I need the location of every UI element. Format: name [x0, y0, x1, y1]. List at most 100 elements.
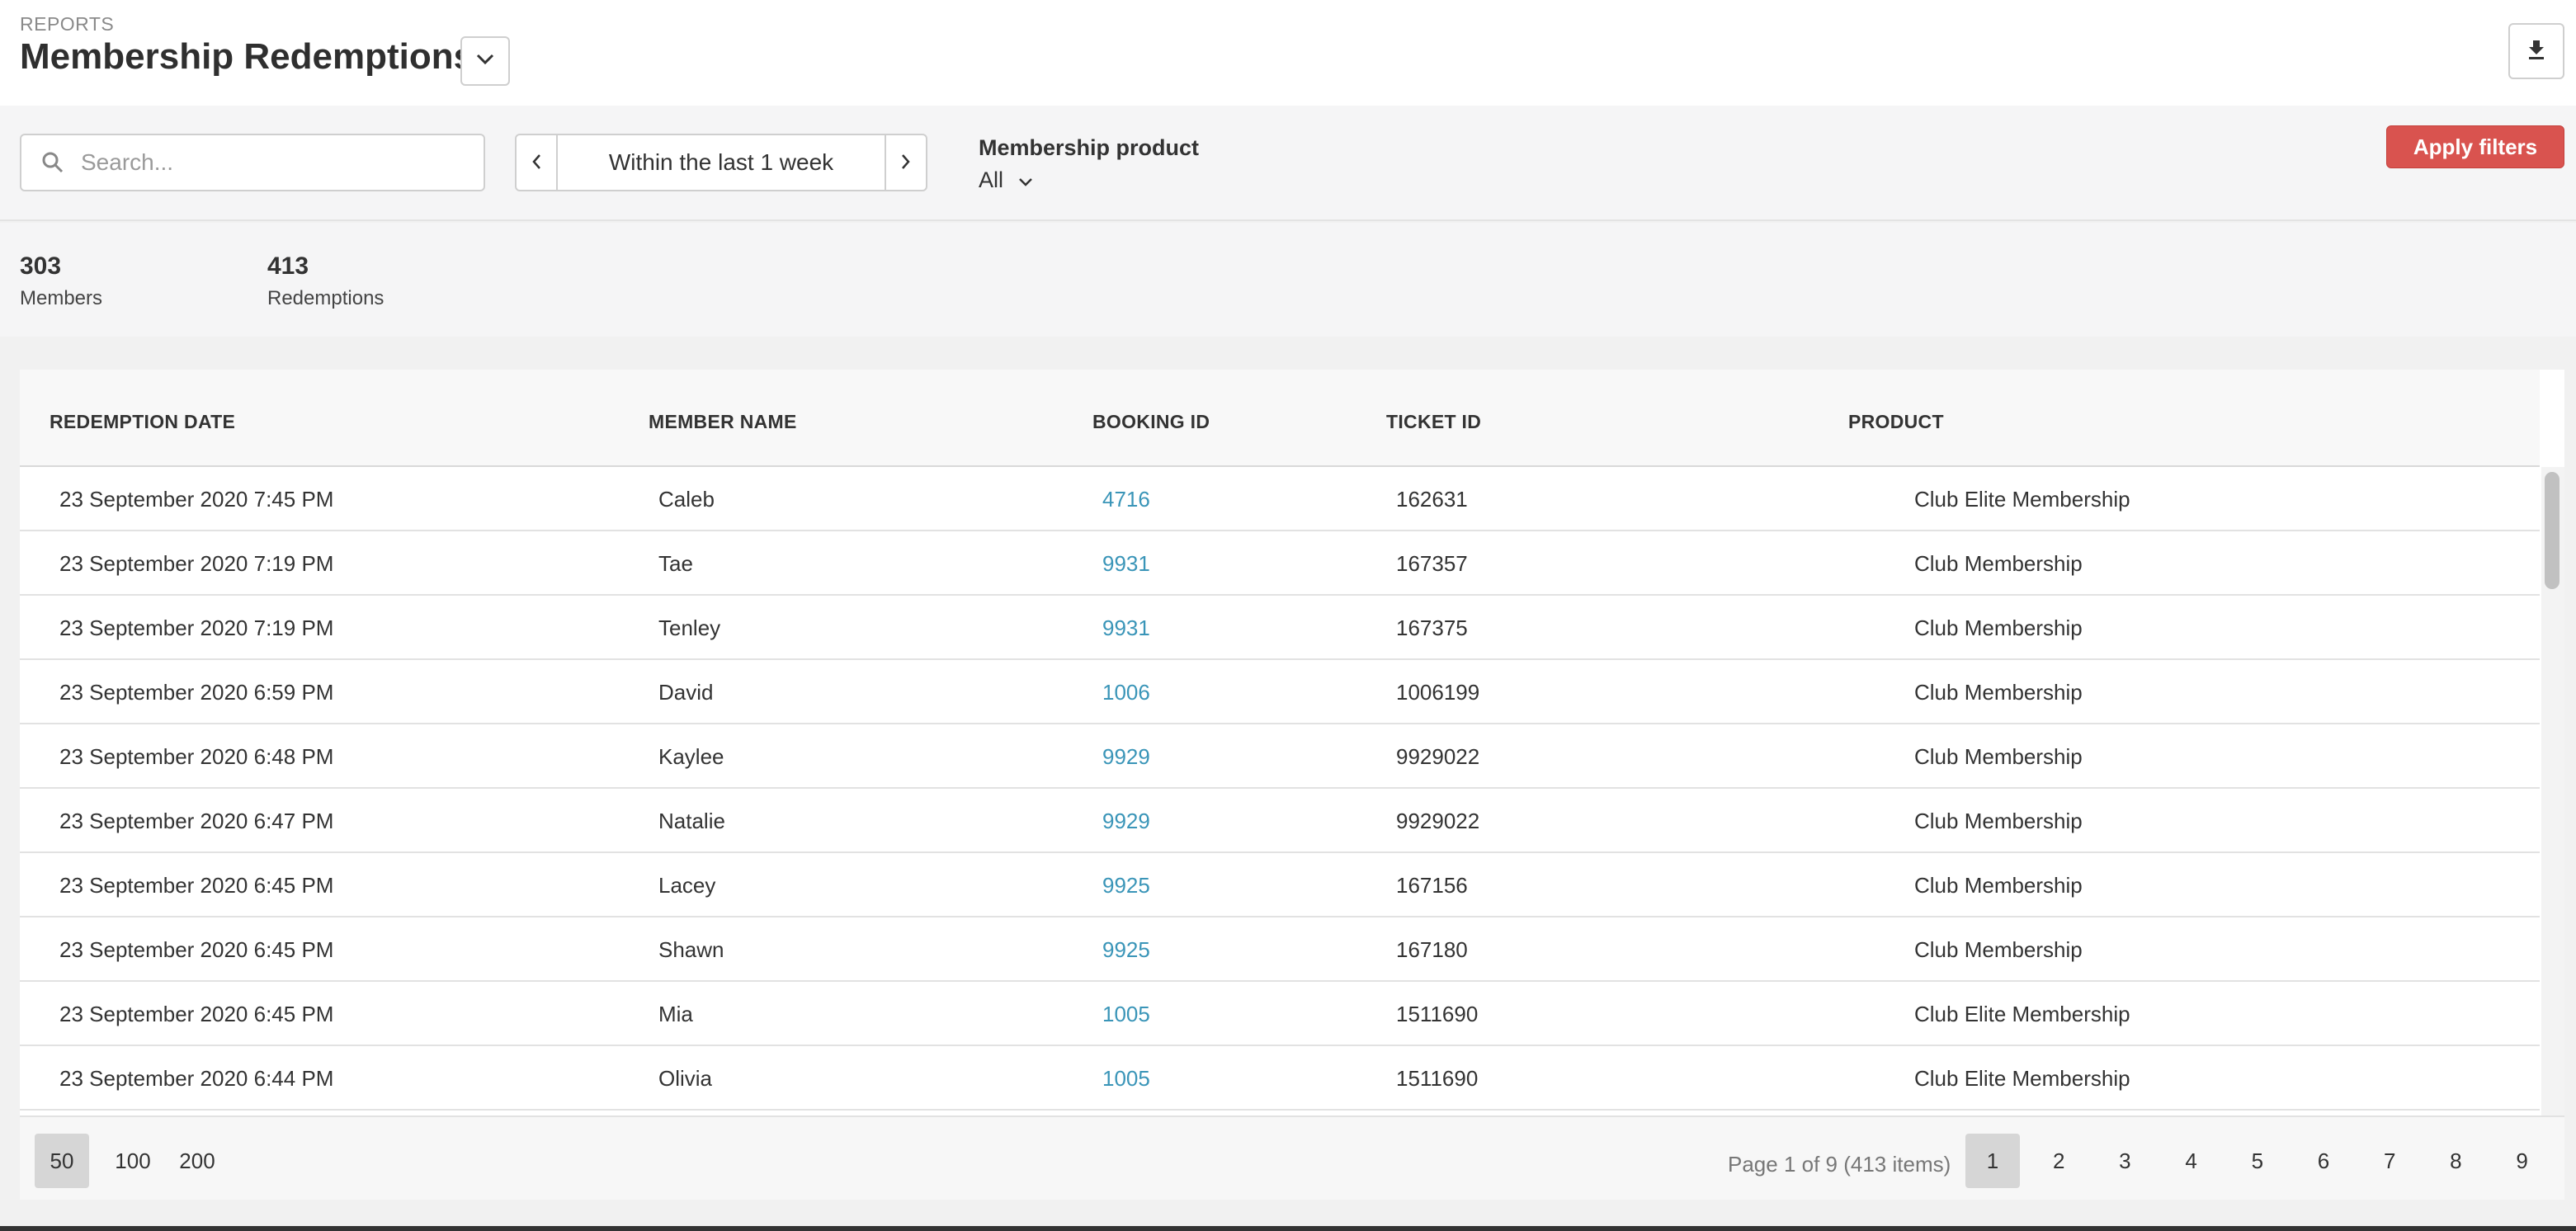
- membership-product-label: Membership product: [979, 135, 1200, 160]
- page-size-option[interactable]: 50: [35, 1134, 89, 1188]
- page-size-option[interactable]: 100: [115, 1148, 151, 1173]
- report-switcher-button[interactable]: [460, 36, 510, 86]
- booking-id-link[interactable]: 9929: [1102, 744, 1150, 769]
- membership-product-select[interactable]: All: [979, 167, 1199, 193]
- search-input[interactable]: [81, 149, 469, 176]
- booking-id-link[interactable]: 9925: [1102, 873, 1150, 898]
- cell-member-name: Mia: [658, 1002, 693, 1026]
- table-body: 23 September 2020 7:45 PM Caleb 4716 162631…: [20, 467, 2540, 1111]
- cell-ticket-id: 167156: [1396, 873, 1468, 898]
- cell-product: Club Membership: [1914, 551, 2083, 576]
- cell-ticket-id: 1511690: [1396, 1002, 1479, 1026]
- column-header-member-name[interactable]: MEMBER NAME: [649, 411, 797, 432]
- table-scrollbar[interactable]: [2541, 467, 2564, 1115]
- search-box[interactable]: [20, 134, 485, 191]
- cell-ticket-id: 167357: [1396, 551, 1468, 576]
- scrollbar-thumb[interactable]: [2545, 472, 2559, 589]
- chevron-down-icon: [1018, 167, 1033, 193]
- filter-bar: Within the last 1 week Membership produc…: [0, 106, 2576, 221]
- cell-ticket-id: 1006199: [1396, 680, 1480, 705]
- stat-value: 413: [267, 252, 309, 280]
- booking-id-link[interactable]: 1005: [1102, 1002, 1150, 1026]
- redemptions-table: REDEMPTION DATE MEMBER NAME BOOKING ID T…: [20, 370, 2564, 1200]
- cell-member-name: Shawn: [658, 937, 724, 962]
- cell-product: Club Membership: [1914, 873, 2083, 898]
- summary-stats: 303 Members 413 Redemptions: [0, 223, 2576, 337]
- page-info: Page 1 of 9 (413 items): [1728, 1152, 1951, 1177]
- date-next-button[interactable]: [885, 135, 926, 190]
- booking-id-link[interactable]: 9929: [1102, 809, 1150, 833]
- cell-redemption-date: 23 September 2020 7:45 PM: [59, 487, 334, 512]
- cell-member-name: Natalie: [658, 809, 725, 833]
- cell-redemption-date: 23 September 2020 6:48 PM: [59, 744, 334, 769]
- cell-member-name: Tae: [658, 551, 693, 576]
- table-header: REDEMPTION DATE MEMBER NAME BOOKING ID T…: [20, 370, 2540, 467]
- page-number-button[interactable]: 4: [2185, 1148, 2197, 1173]
- page-title: Membership Redemptions: [20, 36, 474, 77]
- booking-id-link[interactable]: 9925: [1102, 937, 1150, 962]
- table-row[interactable]: 23 September 2020 6:45 PM Mia 1005 1511690 C…: [20, 982, 2540, 1046]
- cell-ticket-id: 1511690: [1396, 1066, 1479, 1091]
- table-row[interactable]: 23 September 2020 7:19 PM Tenley 9931 16737…: [20, 596, 2540, 660]
- cell-redemption-date: 23 September 2020 6:44 PM: [59, 1066, 334, 1091]
- table-row[interactable]: 23 September 2020 7:19 PM Tae 9931 167357 Cl…: [20, 531, 2540, 596]
- cell-redemption-date: 23 September 2020 7:19 PM: [59, 551, 334, 576]
- cell-ticket-id: 167375: [1396, 616, 1468, 640]
- table-row[interactable]: 23 September 2020 6:47 PM Natalie 9929 9929…: [20, 789, 2540, 853]
- page-size-option[interactable]: 200: [179, 1148, 215, 1173]
- cell-redemption-date: 23 September 2020 6:45 PM: [59, 873, 334, 898]
- section-eyebrow: REPORTS: [20, 13, 115, 35]
- cell-redemption-date: 23 September 2020 6:45 PM: [59, 937, 334, 962]
- download-button[interactable]: [2508, 23, 2564, 79]
- column-header-booking-id[interactable]: BOOKING ID: [1092, 411, 1210, 432]
- booking-id-link[interactable]: 9931: [1102, 551, 1150, 576]
- cell-member-name: Tenley: [658, 616, 721, 640]
- apply-filters-button[interactable]: Apply filters: [2386, 125, 2564, 168]
- search-icon: [40, 149, 66, 176]
- column-header-product[interactable]: PRODUCT: [1848, 411, 1944, 432]
- stat-members: 303 Members: [20, 252, 102, 310]
- page-number-button[interactable]: 2: [2052, 1148, 2065, 1173]
- page-number-button[interactable]: 6: [2317, 1148, 2330, 1173]
- table-row[interactable]: 23 September 2020 6:59 PM David 1006 100619…: [20, 660, 2540, 724]
- booking-id-link[interactable]: 1005: [1102, 1066, 1150, 1091]
- cell-redemption-date: 23 September 2020 6:59 PM: [59, 680, 334, 705]
- date-prev-button[interactable]: [517, 135, 558, 190]
- table-row[interactable]: 23 September 2020 6:45 PM Lacey 9925 167156…: [20, 853, 2540, 917]
- booking-id-link[interactable]: 9931: [1102, 616, 1150, 640]
- table-row[interactable]: 23 September 2020 6:45 PM Shawn 9925 167180…: [20, 917, 2540, 982]
- page-number-button[interactable]: 3: [2119, 1148, 2131, 1173]
- table-row[interactable]: 23 September 2020 6:48 PM Kaylee 9929 99290…: [20, 724, 2540, 789]
- column-header-redemption-date[interactable]: REDEMPTION DATE: [50, 411, 236, 432]
- column-header-ticket-id[interactable]: TICKET ID: [1386, 411, 1482, 432]
- cell-product: Club Membership: [1914, 809, 2083, 833]
- cell-product: Club Elite Membership: [1914, 1002, 2130, 1026]
- booking-id-link[interactable]: 1006: [1102, 680, 1150, 705]
- stat-value: 303: [20, 252, 62, 280]
- cell-member-name: Olivia: [658, 1066, 713, 1091]
- cell-member-name: David: [658, 680, 714, 705]
- page-number-button[interactable]: 1: [1965, 1134, 2020, 1188]
- chevron-left-icon: [531, 149, 541, 176]
- cell-ticket-id: 9929022: [1396, 809, 1480, 833]
- page-number-button[interactable]: 9: [2516, 1148, 2528, 1173]
- cell-product: Club Membership: [1914, 616, 2083, 640]
- cell-redemption-date: 23 September 2020 6:47 PM: [59, 809, 334, 833]
- date-range-label[interactable]: Within the last 1 week: [608, 149, 834, 175]
- cell-product: Club Membership: [1914, 937, 2083, 962]
- table-row[interactable]: 23 September 2020 7:45 PM Caleb 4716 162631…: [20, 467, 2540, 531]
- stat-redemptions: 413 Redemptions: [267, 252, 384, 310]
- table-footer: 50 100 200 Page 1 of 9 (413 items) 1 2 3 4 5 6 7…: [20, 1115, 2564, 1200]
- page-number-button[interactable]: 8: [2450, 1148, 2462, 1173]
- stat-label: Redemptions: [267, 287, 385, 309]
- cell-member-name: Caleb: [658, 487, 715, 512]
- download-icon: [2526, 39, 2546, 64]
- stat-label: Members: [20, 287, 103, 309]
- table-row[interactable]: 23 September 2020 6:44 PM Olivia 1005 15116…: [20, 1046, 2540, 1111]
- booking-id-link[interactable]: 4716: [1102, 487, 1150, 512]
- page-number-button[interactable]: 5: [2251, 1148, 2264, 1173]
- page-number-button[interactable]: 7: [2383, 1148, 2396, 1173]
- membership-product-filter: Membership product All: [979, 135, 1199, 193]
- cell-product: Club Elite Membership: [1914, 1066, 2130, 1091]
- cell-ticket-id: 162631: [1396, 487, 1468, 512]
